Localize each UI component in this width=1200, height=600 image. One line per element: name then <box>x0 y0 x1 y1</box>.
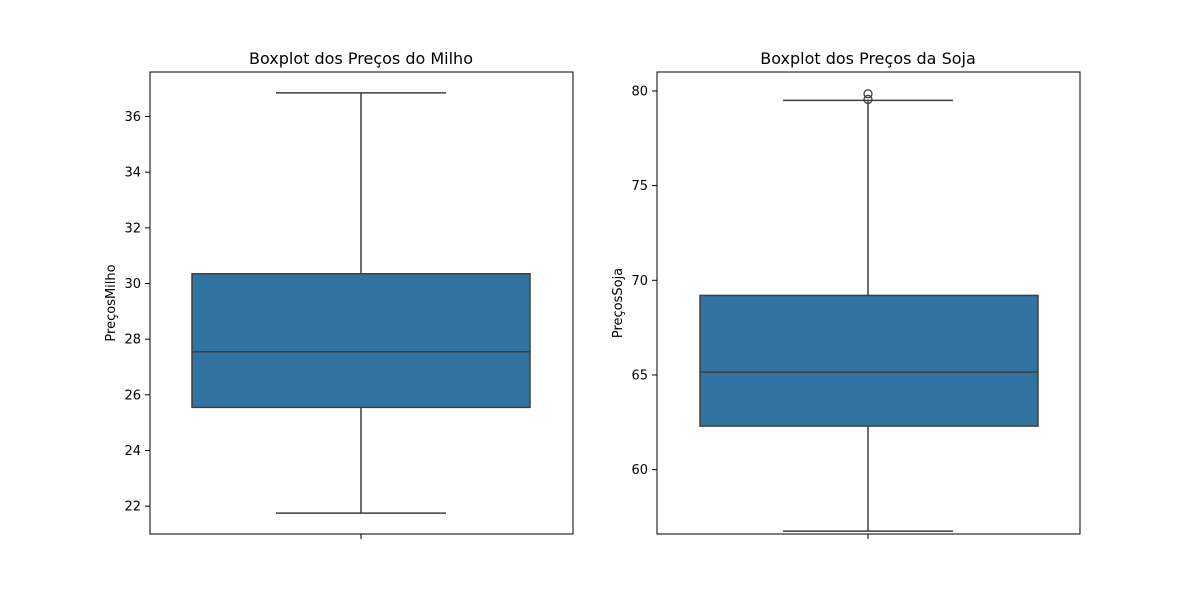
subplot-soja: Boxplot dos Preços da Soja PreçosSoja 60… <box>611 49 1081 539</box>
y-tick-label-milho-26: 26 <box>124 388 141 403</box>
iqr-box-milho <box>191 273 531 409</box>
y-tick-label-milho-32: 32 <box>124 221 141 236</box>
y-tick-label-milho-34: 34 <box>124 166 141 181</box>
plot-area-milho: 22 24 26 28 30 32 34 36 <box>124 71 574 539</box>
y-axis-label-soja: PreçosSoja <box>611 268 626 338</box>
y-tick-label-milho-22: 22 <box>124 500 141 515</box>
y-tick-label-soja-80: 80 <box>631 84 648 99</box>
y-tick-label-milho-30: 30 <box>124 277 141 292</box>
plot-area-soja: 60 65 70 75 80 <box>631 71 1081 539</box>
chart-title-milho: Boxplot dos Preços do Milho <box>249 49 473 68</box>
y-axis-label-milho: PreçosMilho <box>104 264 119 341</box>
iqr-box-soja <box>699 294 1039 427</box>
y-tick-label-milho-28: 28 <box>124 333 141 348</box>
outlier-point-soja-1 <box>863 89 873 99</box>
y-tick-label-milho-36: 36 <box>124 110 141 125</box>
y-tick-label-soja-65: 65 <box>631 368 648 383</box>
subplot-milho: Boxplot dos Preços do Milho PreçosMilho … <box>104 49 574 539</box>
chart-title-soja: Boxplot dos Preços da Soja <box>760 49 976 68</box>
y-tick-label-soja-70: 70 <box>631 274 648 289</box>
y-tick-label-milho-24: 24 <box>124 444 141 459</box>
y-tick-label-soja-75: 75 <box>631 179 648 194</box>
y-tick-label-soja-60: 60 <box>631 463 648 478</box>
outlier-point-soja-0 <box>863 94 873 105</box>
